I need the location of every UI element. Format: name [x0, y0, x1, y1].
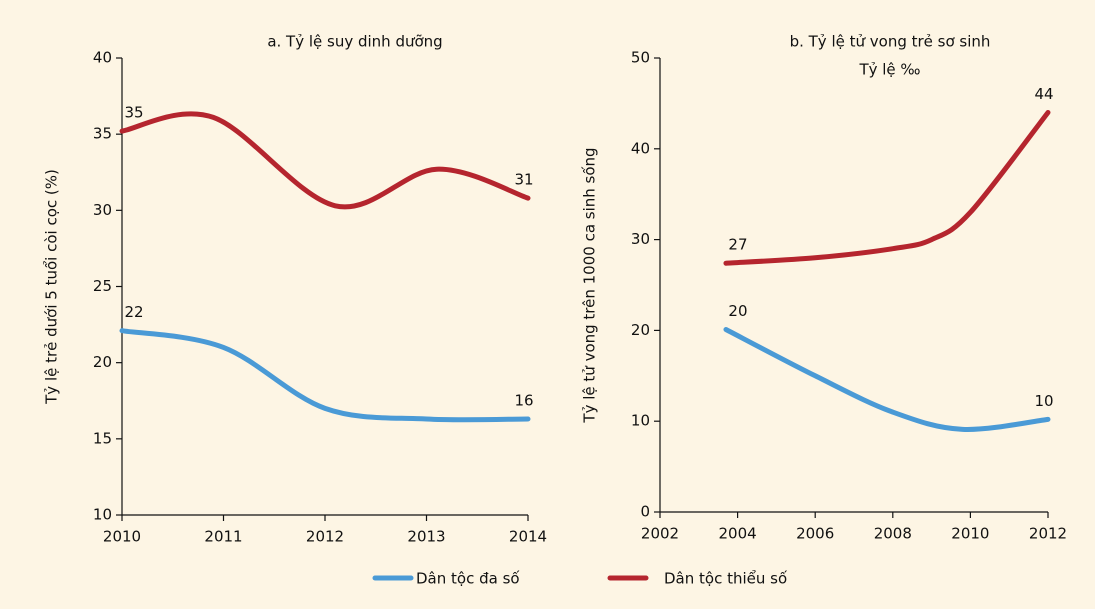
data-label: 27 — [728, 236, 747, 254]
chart-title: a. Tỷ lệ suy dinh dưỡng — [267, 33, 442, 51]
x-tick-label: 2002 — [641, 525, 679, 543]
y-tick-label: 10 — [631, 412, 650, 430]
data-label: 16 — [514, 392, 533, 410]
y-tick-label: 35 — [93, 125, 112, 143]
y-tick-label: 0 — [640, 503, 650, 521]
y-axis-label: Tỷ lệ tử vong trên 1000 ca sinh sống — [581, 147, 599, 423]
data-label: 44 — [1034, 85, 1053, 103]
y-tick-label: 20 — [631, 321, 650, 339]
x-tick-label: 2008 — [874, 525, 912, 543]
y-tick-label: 30 — [93, 201, 112, 219]
x-tick-label: 2012 — [1029, 525, 1067, 543]
y-tick-label: 15 — [93, 429, 112, 447]
line-series — [119, 111, 531, 210]
data-label: 20 — [728, 302, 747, 320]
chart-subtitle: Tỷ lệ ‰ — [858, 61, 920, 79]
y-axis-label: Tỷ lệ trẻ dưới 5 tuổi còi cọc (%) — [43, 169, 61, 405]
data-label: 22 — [124, 303, 143, 321]
y-tick-label: 25 — [93, 277, 112, 295]
data-label: 10 — [1034, 392, 1053, 410]
x-tick-label: 2014 — [509, 528, 547, 546]
legend-label: Dân tộc thiểu số — [664, 570, 788, 588]
y-tick-label: 50 — [631, 49, 650, 67]
legend-label: Dân tộc đa số — [416, 570, 520, 588]
y-tick-label: 20 — [93, 353, 112, 371]
x-tick-label: 2006 — [796, 525, 834, 543]
y-tick-label: 30 — [631, 230, 650, 248]
x-tick-label: 2011 — [204, 528, 242, 546]
chart-title: b. Tỷ lệ tử vong trẻ sơ sinh — [790, 33, 991, 51]
line-series — [723, 326, 1051, 432]
x-tick-label: 2004 — [719, 525, 757, 543]
y-tick-label: 40 — [93, 49, 112, 67]
y-tick-label: 10 — [93, 506, 112, 524]
data-label: 31 — [514, 171, 533, 189]
y-tick-label: 40 — [631, 139, 650, 157]
data-label: 35 — [124, 104, 143, 122]
line-series — [119, 328, 531, 423]
x-tick-label: 2013 — [407, 528, 445, 546]
x-tick-label: 2010 — [951, 525, 989, 543]
x-tick-label: 2010 — [103, 528, 141, 546]
line-series — [723, 109, 1051, 266]
x-tick-label: 2012 — [306, 528, 344, 546]
